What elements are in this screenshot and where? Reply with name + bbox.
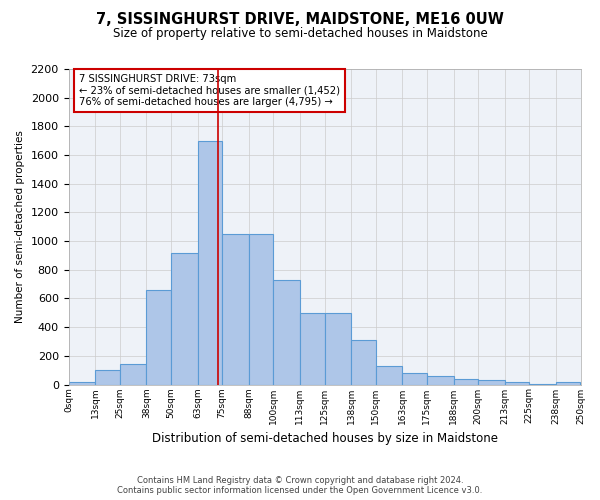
Y-axis label: Number of semi-detached properties: Number of semi-detached properties bbox=[15, 130, 25, 323]
Bar bbox=[300, 313, 325, 384]
Bar bbox=[427, 376, 454, 384]
Bar bbox=[351, 340, 376, 384]
Bar bbox=[274, 280, 300, 384]
X-axis label: Distribution of semi-detached houses by size in Maidstone: Distribution of semi-detached houses by … bbox=[152, 432, 497, 445]
Bar bbox=[478, 380, 505, 384]
Bar bbox=[197, 140, 222, 384]
Bar bbox=[68, 382, 95, 384]
Bar bbox=[95, 370, 120, 384]
Bar bbox=[146, 290, 171, 384]
Bar bbox=[556, 382, 580, 384]
Bar bbox=[249, 234, 274, 384]
Text: 7 SISSINGHURST DRIVE: 73sqm
← 23% of semi-detached houses are smaller (1,452)
76: 7 SISSINGHURST DRIVE: 73sqm ← 23% of sem… bbox=[79, 74, 340, 107]
Text: Contains HM Land Registry data © Crown copyright and database right 2024.
Contai: Contains HM Land Registry data © Crown c… bbox=[118, 476, 482, 495]
Bar bbox=[454, 379, 478, 384]
Bar bbox=[376, 366, 403, 384]
Bar bbox=[222, 234, 249, 384]
Bar bbox=[325, 313, 351, 384]
Text: 7, SISSINGHURST DRIVE, MAIDSTONE, ME16 0UW: 7, SISSINGHURST DRIVE, MAIDSTONE, ME16 0… bbox=[96, 12, 504, 28]
Bar bbox=[171, 252, 197, 384]
Bar bbox=[403, 373, 427, 384]
Bar bbox=[120, 364, 146, 384]
Bar bbox=[505, 382, 529, 384]
Text: Size of property relative to semi-detached houses in Maidstone: Size of property relative to semi-detach… bbox=[113, 28, 487, 40]
